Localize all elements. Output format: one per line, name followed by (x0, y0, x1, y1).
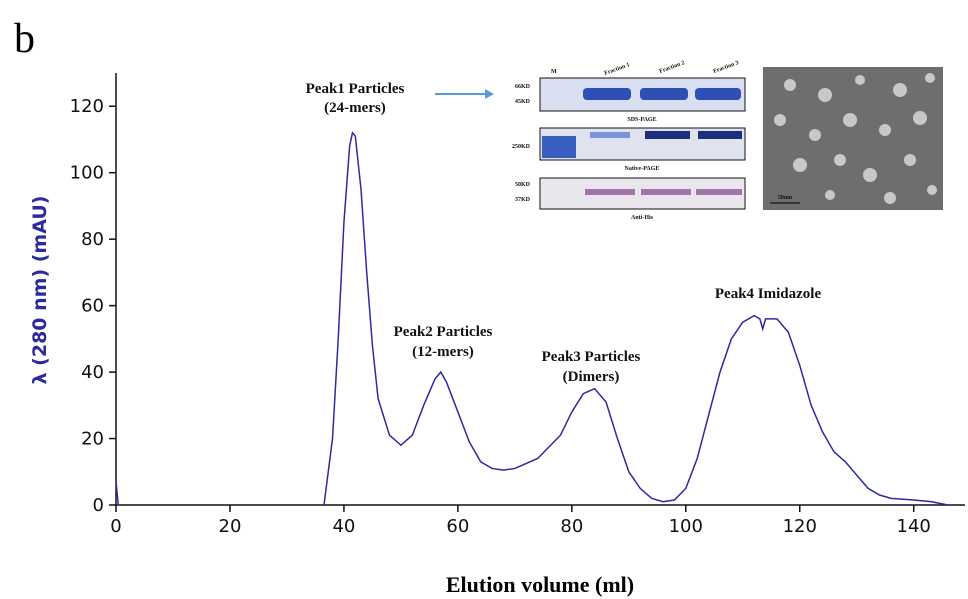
band (698, 131, 742, 139)
band (695, 88, 741, 100)
panel-label: b (14, 16, 35, 62)
marker-label: 37KD (515, 197, 531, 203)
micrograph (763, 67, 943, 210)
annotation: Peak1 Particles (306, 81, 405, 97)
y-tick-label: 40 (81, 362, 104, 383)
x-axis-label: Elution volume (ml) (446, 572, 634, 597)
band (542, 136, 576, 158)
x-tick-label: 120 (783, 516, 817, 537)
gel-label: Anti-His (631, 215, 654, 221)
marker-label: 66KD (515, 84, 531, 90)
scale-label: 50nm (778, 195, 792, 201)
y-tick-label: 0 (93, 495, 104, 516)
band (590, 132, 630, 138)
x-tick-label: 140 (897, 516, 931, 537)
band (585, 189, 635, 195)
lane-label: Fraction 3 (713, 60, 740, 75)
lane-label: M (551, 69, 557, 75)
marker-label: 250KD (512, 144, 531, 150)
y-tick-label: 80 (81, 229, 104, 250)
arrow-head (485, 89, 494, 99)
y-tick-label: 60 (81, 296, 104, 317)
em-image: 50nm (763, 67, 943, 210)
gel-inset: M Fraction 1 Fraction 2 Fraction 3 66KD … (512, 60, 746, 221)
annotation: Peak3 Particles (542, 349, 641, 365)
x-tick-label: 80 (560, 516, 583, 537)
band (640, 88, 688, 100)
x-tick-label: 100 (669, 516, 703, 537)
annotation: (12-mers) (412, 344, 474, 360)
band (583, 88, 631, 100)
particles (774, 73, 937, 204)
lane-label: Fraction 1 (604, 62, 631, 77)
lane-label: Fraction 2 (659, 60, 686, 75)
annotation: Peak4 Imidazole (715, 286, 822, 302)
x-tick-label: 40 (332, 516, 355, 537)
marker-label: 50KD (515, 182, 531, 188)
band (641, 189, 691, 195)
y-tick-label: 120 (70, 96, 104, 117)
annotation: (24-mers) (324, 100, 386, 116)
band (696, 189, 742, 195)
gel-label: SDS-PAGE (627, 117, 656, 123)
x-tick-label: 0 (110, 516, 121, 537)
x-tick-label: 20 (219, 516, 242, 537)
y-axis-label: λ (280 nm) (mAU) (29, 196, 51, 385)
marker-label: 45KD (515, 99, 531, 105)
annotation: Peak2 Particles (394, 324, 493, 340)
y-tick-label: 100 (70, 163, 104, 184)
annotation: (Dimers) (563, 369, 620, 385)
x-tick-label: 60 (446, 516, 469, 537)
line (115, 131, 949, 506)
band (645, 131, 690, 139)
y-tick-label: 20 (81, 429, 104, 450)
gel-label: Native-PAGE (625, 166, 660, 172)
